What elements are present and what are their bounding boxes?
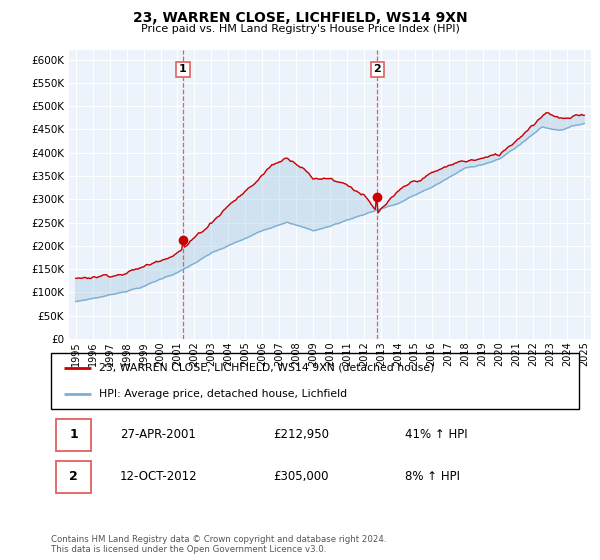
Text: 8% ↑ HPI: 8% ↑ HPI xyxy=(405,470,460,483)
Text: 1: 1 xyxy=(70,428,78,441)
Text: 2: 2 xyxy=(70,470,78,483)
Text: 23, WARREN CLOSE, LICHFIELD, WS14 9XN (detached house): 23, WARREN CLOSE, LICHFIELD, WS14 9XN (d… xyxy=(98,363,434,373)
Bar xyxy=(56,460,91,493)
Text: Contains HM Land Registry data © Crown copyright and database right 2024.
This d: Contains HM Land Registry data © Crown c… xyxy=(51,535,386,554)
Text: 12-OCT-2012: 12-OCT-2012 xyxy=(119,470,197,483)
Text: 1: 1 xyxy=(179,64,187,74)
Text: £305,000: £305,000 xyxy=(273,470,328,483)
Text: £212,950: £212,950 xyxy=(273,428,329,441)
Text: 41% ↑ HPI: 41% ↑ HPI xyxy=(405,428,467,441)
Text: HPI: Average price, detached house, Lichfield: HPI: Average price, detached house, Lich… xyxy=(98,389,347,399)
Bar xyxy=(56,418,91,451)
Text: 27-APR-2001: 27-APR-2001 xyxy=(119,428,196,441)
Text: Price paid vs. HM Land Registry's House Price Index (HPI): Price paid vs. HM Land Registry's House … xyxy=(140,24,460,34)
Text: 2: 2 xyxy=(373,64,381,74)
Text: 23, WARREN CLOSE, LICHFIELD, WS14 9XN: 23, WARREN CLOSE, LICHFIELD, WS14 9XN xyxy=(133,11,467,25)
